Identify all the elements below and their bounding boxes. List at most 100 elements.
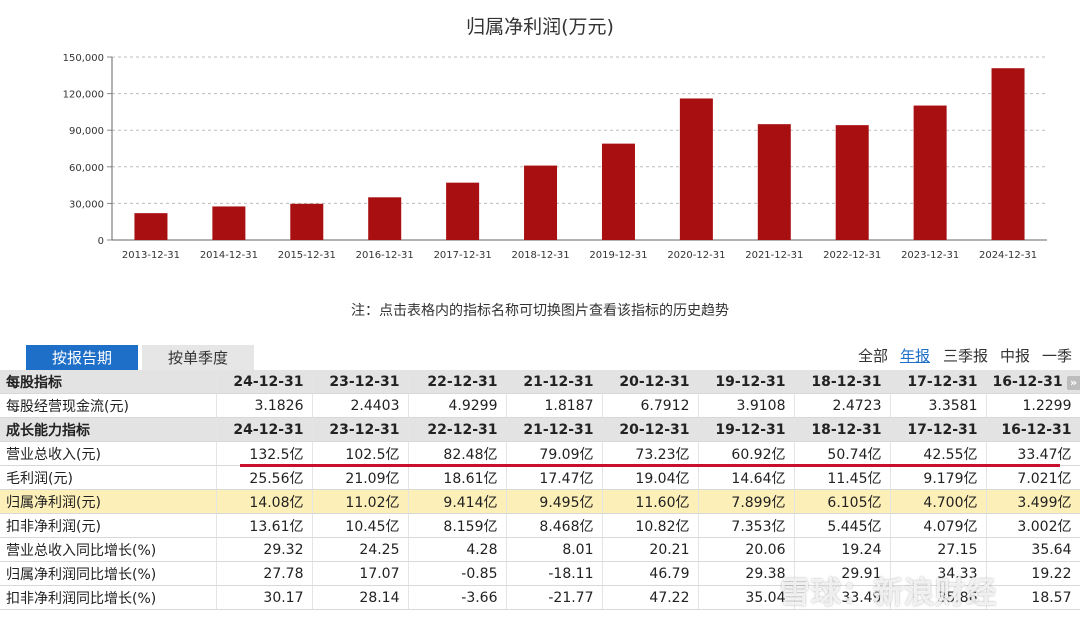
cell-value: 10.82亿 <box>635 518 690 535</box>
bar <box>991 68 1025 240</box>
cell-value: 19-12-31 <box>715 373 786 390</box>
table-cell: 102.5亿 <box>312 441 409 466</box>
table-cell: 18.57 <box>986 585 1080 610</box>
table-cell: 10.82亿 <box>602 513 699 538</box>
table-cell: 17.47亿 <box>506 465 603 490</box>
table-cell: 3.9108 <box>698 393 795 418</box>
row-label[interactable]: 归属净利润同比增长(%) <box>0 561 217 586</box>
filter-q3[interactable]: 三季报 <box>943 347 989 365</box>
table-cell: 35.04 <box>698 585 795 610</box>
table-cell: 28.14 <box>312 585 409 610</box>
row-label-text: 归属净利润(元) <box>6 494 101 511</box>
tab-by-report-period[interactable]: 按报告期 <box>26 345 138 371</box>
row-label[interactable]: 扣非净利润(元) <box>0 513 217 538</box>
cell-value: 29.91 <box>841 565 882 582</box>
cell-value: 5.445亿 <box>827 518 882 535</box>
row-label[interactable]: 毛利润(元) <box>0 465 217 490</box>
cell-value: 9.495亿 <box>539 494 594 511</box>
cell-value: 6.7912 <box>640 397 690 414</box>
table-cell: 22-12-31 <box>408 370 507 394</box>
bar <box>601 143 635 240</box>
cell-value: 4.9299 <box>448 397 498 414</box>
table-cell: 46.79 <box>602 561 699 586</box>
filter-midyear[interactable]: 中报 <box>1000 347 1031 365</box>
table-cell: 9.414亿 <box>408 489 507 514</box>
table-cell: 35.86 <box>890 585 987 610</box>
filter-all[interactable]: 全部 <box>858 347 889 365</box>
table-cell: 60.92亿 <box>698 441 795 466</box>
cell-value: -21.77 <box>548 589 594 606</box>
cell-value: 27.78 <box>263 565 304 582</box>
table-cell: 4.700亿 <box>890 489 987 514</box>
cell-value: 16-12-31 <box>1001 421 1072 438</box>
table-cell: 9.179亿 <box>890 465 987 490</box>
table-cell: 2.4723 <box>794 393 891 418</box>
cell-value: 19-12-31 <box>715 421 786 438</box>
table-cell: 20-12-31 <box>602 417 699 442</box>
cell-value: 19.04亿 <box>635 470 690 487</box>
tab-by-single-quarter[interactable]: 按单季度 <box>142 345 254 371</box>
table-cell: 17-12-31 <box>890 370 987 394</box>
bar <box>835 125 869 240</box>
cell-value: 34.33 <box>937 565 978 582</box>
table-cell: 17.07 <box>312 561 409 586</box>
double-chevron-right-icon[interactable]: » <box>1066 375 1080 390</box>
chart-panel: 归属净利润(万元) 0 30,000 60,000 90,000 120,000 150,0… <box>0 0 1080 292</box>
table-cell: 14.64亿 <box>698 465 795 490</box>
table-cell: 27.15 <box>890 537 987 562</box>
row-label[interactable]: 每股经营现金流(元) <box>0 393 217 418</box>
table-cell: 4.9299 <box>408 393 507 418</box>
cell-value: 23-12-31 <box>329 421 400 438</box>
table-cell: 29.38 <box>698 561 795 586</box>
table-cell: 79.09亿 <box>506 441 603 466</box>
cell-value: 3.3581 <box>928 397 978 414</box>
row-label-text: 营业总收入同比增长(%) <box>6 542 157 559</box>
cell-value: 17.07 <box>359 565 400 582</box>
cell-value: 22-12-31 <box>427 373 498 390</box>
cell-value: 24-12-31 <box>233 421 304 438</box>
row-label[interactable]: 营业总收入同比增长(%) <box>0 537 217 562</box>
chart-note: 注：点击表格内的指标名称可切换图片查看该指标的历史趋势 <box>351 303 729 319</box>
table-cell: 7.899亿 <box>698 489 795 514</box>
row-label[interactable]: 营业总收入(元) <box>0 441 217 466</box>
cell-value: 2.4723 <box>832 397 882 414</box>
cell-value: 7.353亿 <box>731 518 786 535</box>
table-cell: 19.24 <box>794 537 891 562</box>
table-cell: 3.499亿 <box>986 489 1080 514</box>
table-cell: 3.1826 <box>216 393 313 418</box>
table-cell: 24.25 <box>312 537 409 562</box>
cell-value: 8.159亿 <box>443 518 498 535</box>
table-cell: 7.353亿 <box>698 513 795 538</box>
cell-value: 4.079亿 <box>923 518 978 535</box>
table-cell: 33.47亿 <box>986 441 1080 466</box>
cell-value: 82.48亿 <box>443 446 498 463</box>
table-cell: 18-12-31 <box>794 370 891 394</box>
filter-q1[interactable]: 一季报 <box>1042 347 1073 387</box>
filter-annual[interactable]: 年报 <box>900 347 931 365</box>
cell-value: 20.21 <box>649 541 690 558</box>
cell-value: 46.79 <box>649 565 690 582</box>
row-label[interactable]: 归属净利润(元) <box>0 489 217 514</box>
row-label-text: 扣非净利润(元) <box>6 518 101 535</box>
cell-value: 28.14 <box>359 589 400 606</box>
table-cell: 20.06 <box>698 537 795 562</box>
cell-value: 2.4403 <box>350 397 400 414</box>
table-row: 每股经营现金流(元) 3.1826 2.4403 4.9299 1.8187 6.7912… <box>0 393 1080 418</box>
x-tick-label: 2014-12-31 <box>200 250 258 261</box>
cell-value: 9.179亿 <box>923 470 978 487</box>
row-label-text: 毛利润(元) <box>6 470 73 487</box>
row-label-text: 营业总收入(元) <box>6 446 101 463</box>
y-tick-label: 120,000 <box>63 90 104 101</box>
table-cell: 21-12-31 <box>506 417 603 442</box>
cell-value: 1.2299 <box>1022 397 1072 414</box>
x-tick-label: 2023-12-31 <box>901 250 959 261</box>
row-label[interactable]: 扣非净利润同比增长(%) <box>0 585 217 610</box>
cell-value: 19.22 <box>1031 565 1072 582</box>
cell-value: 7.899亿 <box>731 494 786 511</box>
table-cell: 42.55亿 <box>890 441 987 466</box>
x-tick-label: 2021-12-31 <box>745 250 803 261</box>
watermark: 雪球：新浪财经 <box>780 576 997 611</box>
cell-value: 3.1826 <box>254 397 304 414</box>
cell-value: 4.700亿 <box>923 494 978 511</box>
x-tick-label: 2022-12-31 <box>823 250 881 261</box>
